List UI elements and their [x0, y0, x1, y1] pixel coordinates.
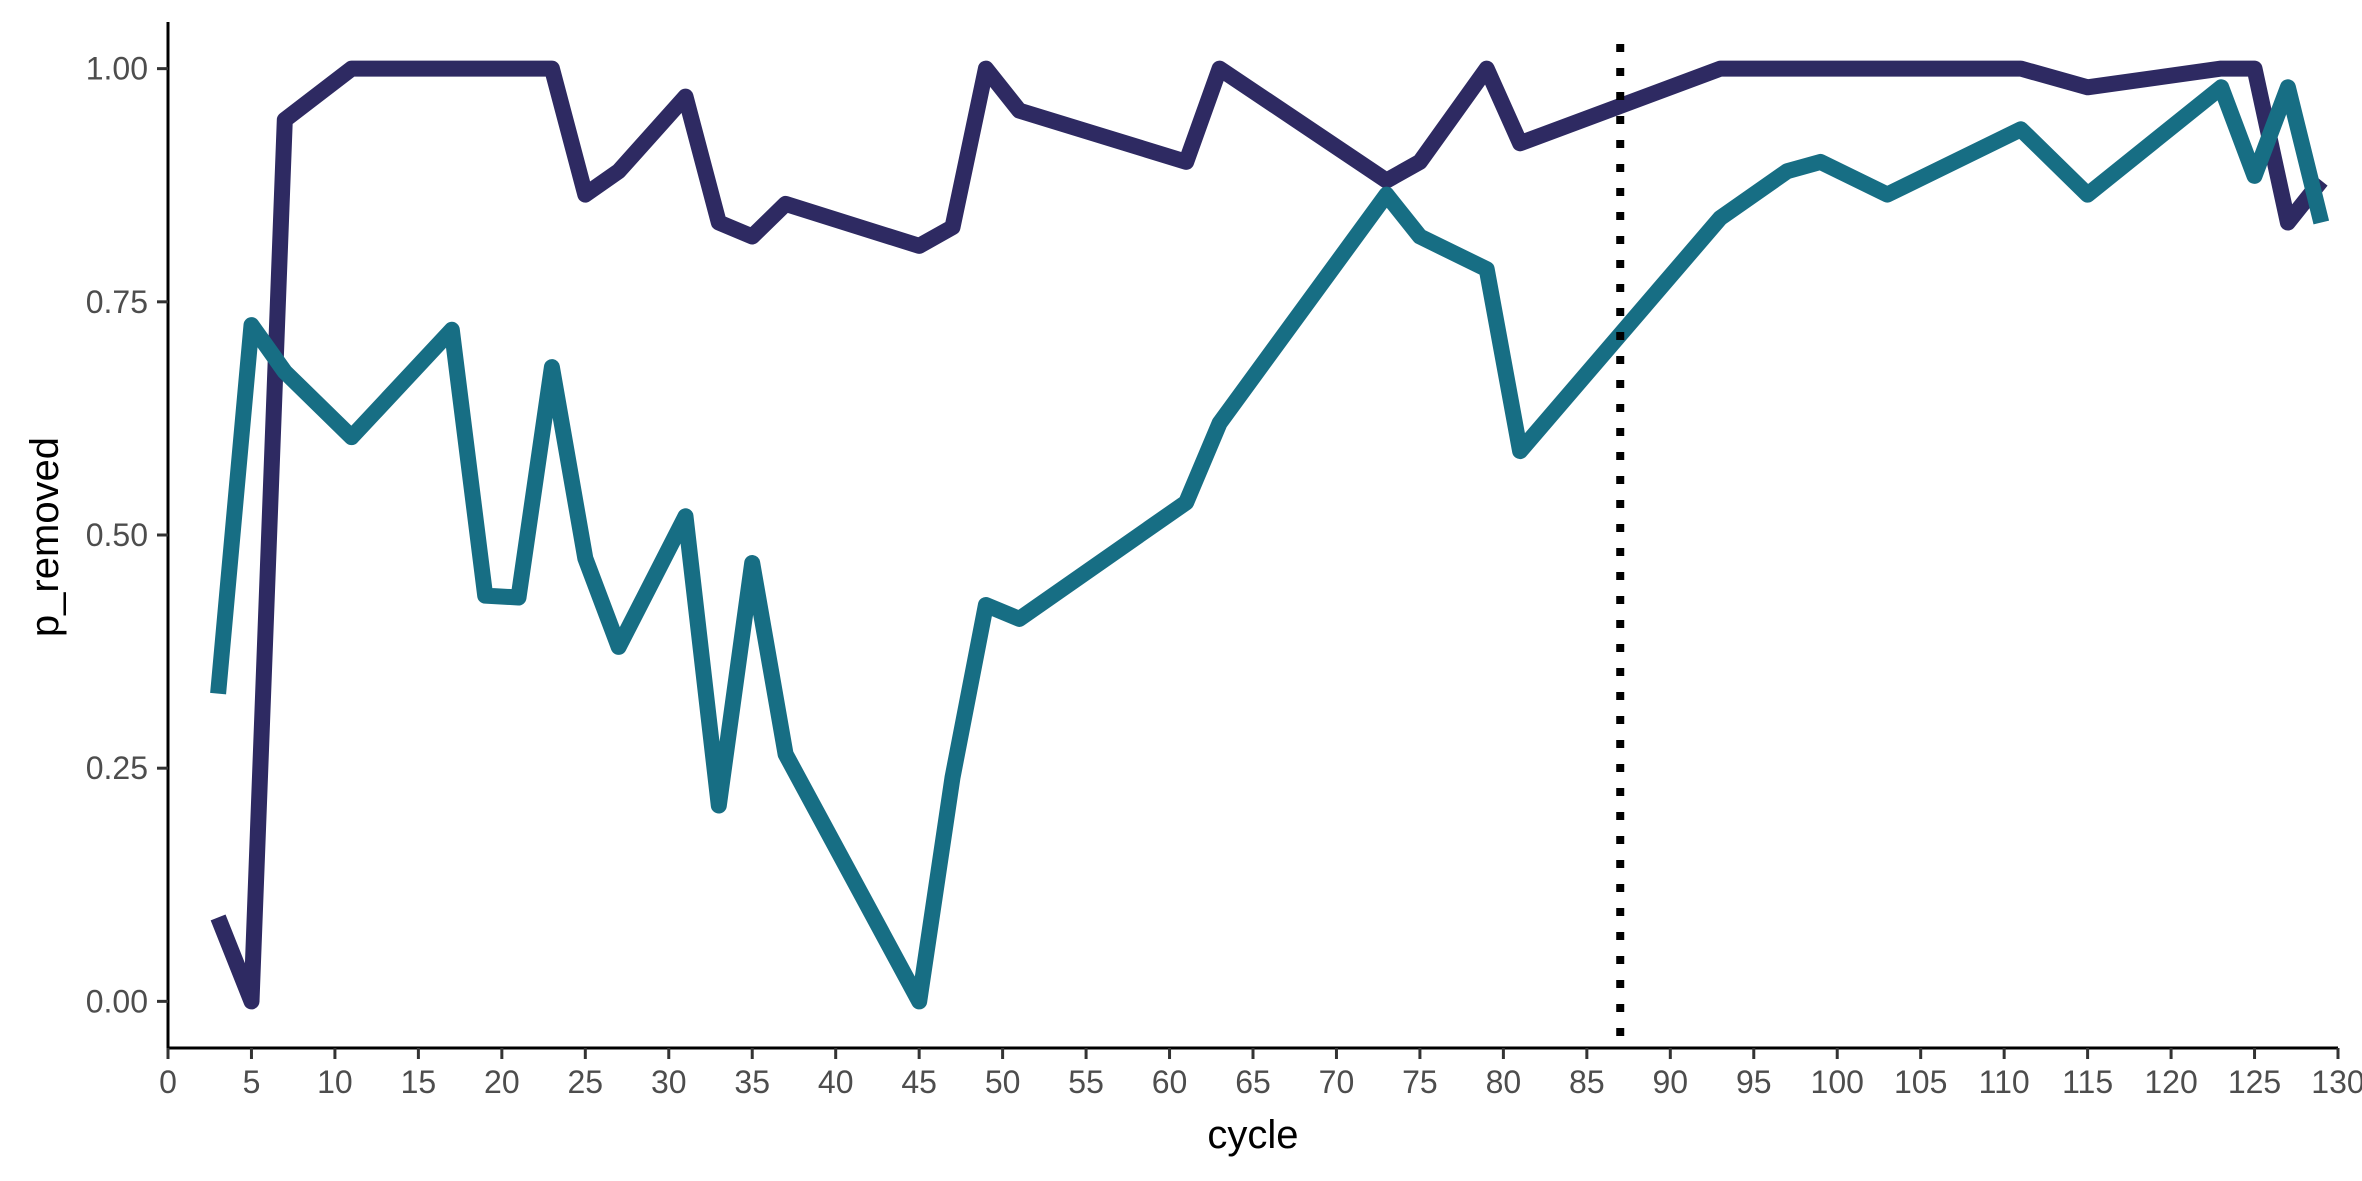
- tick-layer: 0 5 10 15 20 25 30 35 40 45 50 55 60 65 70 75 80 85 90 95 10…: [86, 51, 2362, 1100]
- x-tick-label: 0: [159, 1064, 177, 1100]
- y-tick-label: 0.00: [86, 983, 148, 1019]
- x-tick-label: 65: [1235, 1064, 1271, 1100]
- x-tick-label: 35: [734, 1064, 770, 1100]
- x-tick-label: 75: [1402, 1064, 1438, 1100]
- x-tick-label: 40: [818, 1064, 854, 1100]
- x-tick-label: 105: [1894, 1064, 1947, 1100]
- x-tick-label: 20: [484, 1064, 520, 1100]
- x-tick-label: 70: [1319, 1064, 1355, 1100]
- y-tick-label: 0.25: [86, 750, 148, 786]
- x-tick-label: 45: [901, 1064, 937, 1100]
- x-tick-label: 125: [2228, 1064, 2281, 1100]
- x-axis-title: cycle: [1207, 1113, 1298, 1157]
- x-tick-label: 50: [985, 1064, 1021, 1100]
- y-axis-title: p_removed: [23, 437, 67, 637]
- x-tick-label: 5: [243, 1064, 261, 1100]
- y-tick-label: 0.75: [86, 284, 148, 320]
- series-layer: [210, 60, 2330, 1010]
- x-tick-label: 110: [1979, 1064, 2030, 1100]
- x-tick-label: 60: [1152, 1064, 1188, 1100]
- x-tick-label: 15: [401, 1064, 437, 1100]
- x-tick-label: 30: [651, 1064, 687, 1100]
- x-tick-label: 130: [2311, 1064, 2362, 1100]
- x-tick-label: 90: [1653, 1064, 1689, 1100]
- x-tick-label: 100: [1811, 1064, 1864, 1100]
- x-tick-label: 10: [317, 1064, 353, 1100]
- y-tick-label: 0.50: [86, 517, 148, 553]
- x-tick-label: 55: [1068, 1064, 1104, 1100]
- x-tick-label: 80: [1486, 1064, 1522, 1100]
- axis-layer: [166, 22, 2338, 1050]
- x-tick-label: 85: [1569, 1064, 1605, 1100]
- x-tick-label: 95: [1736, 1064, 1772, 1100]
- y-tick-label: 1.00: [86, 51, 148, 87]
- series-line-1: [210, 60, 2328, 1010]
- x-tick-label: 115: [2062, 1064, 2113, 1100]
- x-tick-label: 25: [568, 1064, 604, 1100]
- x-tick-label: 120: [2144, 1064, 2197, 1100]
- series-line-2: [210, 79, 2330, 1010]
